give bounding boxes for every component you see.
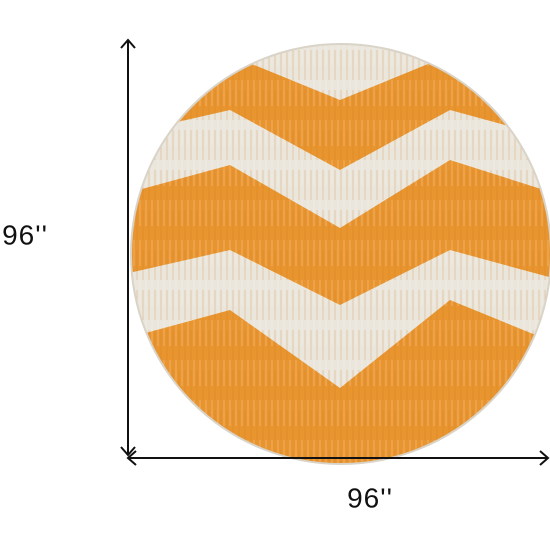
width-arrow	[126, 450, 550, 466]
arrow-head	[539, 450, 550, 466]
arrow-head	[120, 446, 136, 457]
rug	[131, 44, 550, 464]
width-label: 96''	[347, 482, 393, 513]
height-label: 96''	[2, 219, 48, 250]
rug-texture	[131, 44, 550, 464]
height-arrow	[120, 38, 136, 457]
arrow-head	[120, 38, 136, 49]
rug-edge	[130, 43, 550, 465]
arrow-head	[126, 450, 137, 466]
